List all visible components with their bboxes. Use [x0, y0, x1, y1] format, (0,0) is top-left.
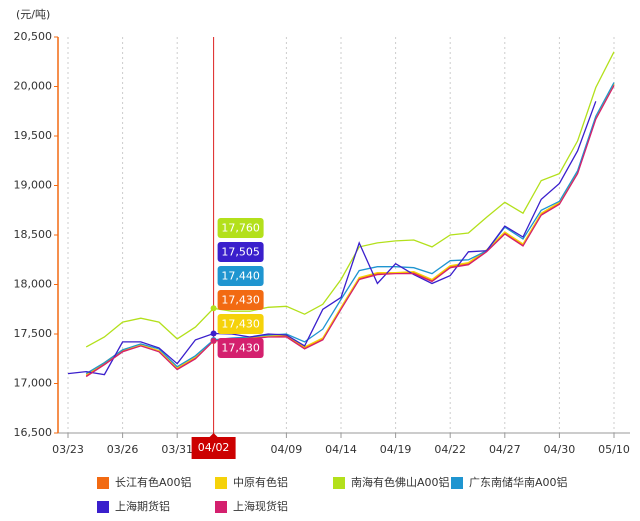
series-line [85, 85, 615, 378]
x-tick-label: 04/27 [489, 443, 521, 456]
y-tick-label: 20,000 [14, 80, 53, 93]
tooltip-value: 17,430 [221, 294, 260, 307]
tooltip-value: 17,760 [221, 222, 260, 235]
legend-label: 上海现货铝 [233, 499, 288, 513]
y-axis-unit: (元/吨) [16, 8, 50, 21]
hover-dot [210, 330, 217, 337]
y-tick-label: 18,000 [14, 278, 53, 291]
x-tick-label: 04/22 [434, 443, 466, 456]
legend-label: 南海有色佛山A00铝 [351, 475, 450, 489]
y-tick-label: 17,500 [14, 327, 53, 340]
crosshair-date-pointer [208, 433, 219, 438]
tooltip-box [217, 242, 264, 262]
x-tick-label: 04/09 [271, 443, 303, 456]
legend-swatch [451, 477, 463, 489]
legend-swatch [333, 477, 345, 489]
x-tick-label: 03/23 [52, 443, 84, 456]
x-tick-label: 03/31 [161, 443, 193, 456]
tooltip-value: 17,430 [221, 342, 260, 355]
grid: 16,500 17,000 17,500 18,000 18,500 19,000 19,5… [14, 30, 630, 456]
x-tick-label: 03/26 [107, 443, 139, 456]
legend-label: 上海期货铝 [115, 499, 170, 513]
legend-swatch [215, 501, 227, 513]
y-tick-label: 16,500 [14, 426, 53, 439]
y-tick-label: 18,500 [14, 228, 53, 241]
legend-label: 广东南储华南A00铝 [469, 475, 568, 489]
crosshair-date-box [191, 437, 236, 459]
legend-swatch [97, 501, 109, 513]
tooltip-box [217, 314, 264, 334]
series-line [85, 82, 615, 375]
x-tick-label: 04/30 [544, 443, 576, 456]
crosshair-date: 04/02 [198, 441, 230, 454]
series-line [85, 83, 615, 376]
tooltip-box [217, 218, 264, 238]
hover-dot [210, 305, 217, 312]
tooltip-value: 17,505 [221, 246, 260, 259]
series-line [85, 84, 615, 377]
y-tick-label: 17,000 [14, 377, 53, 390]
tooltip-box [217, 338, 264, 358]
y-tick-label: 19,000 [14, 179, 53, 192]
lines [67, 51, 615, 378]
x-tick-label: 04/14 [325, 443, 357, 456]
x-tick-label: 04/19 [380, 443, 412, 456]
tooltip-value: 17,440 [221, 270, 260, 283]
x-tick-label: 05/10 [598, 443, 630, 456]
hover-dot [210, 337, 217, 344]
legend-swatch [215, 477, 227, 489]
series-line [67, 101, 597, 376]
tooltip-box [217, 290, 264, 310]
y-tick-label: 20,500 [14, 30, 53, 43]
legend-swatch [97, 477, 109, 489]
tooltip-value: 17,430 [221, 318, 260, 331]
overlay: 04/02 17,760 17,505 17,440 17,430 17,430 17,43… [191, 37, 264, 459]
tooltip: 17,760 17,505 17,440 17,430 17,430 17,430 [217, 218, 264, 358]
legend-label: 中原有色铝 [233, 475, 288, 489]
tooltip-box [217, 266, 264, 286]
y-tick-label: 19,500 [14, 129, 53, 142]
series-line [85, 51, 615, 348]
legend-label: 长江有色A00铝 [115, 475, 192, 489]
